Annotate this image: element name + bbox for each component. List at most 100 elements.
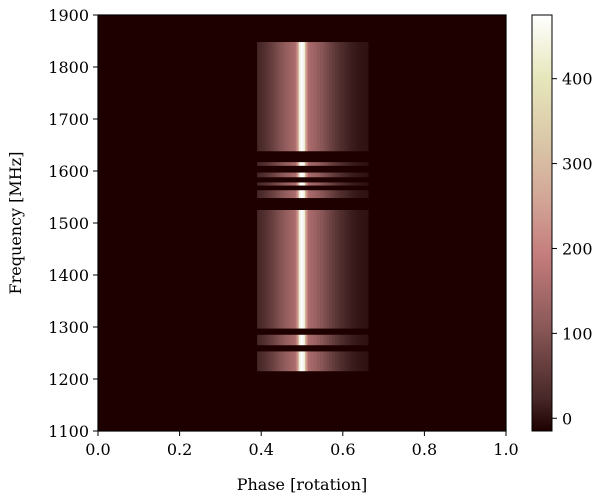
heatmap-cell (308, 162, 310, 166)
heatmap-cell (330, 182, 333, 186)
heatmap-cell (330, 351, 333, 372)
heatmap-cell (336, 172, 339, 178)
heatmap-cell (273, 190, 276, 199)
heatmap-cell (359, 172, 361, 178)
heatmap-cell (300, 351, 303, 372)
x-tick-label: 1.0 (493, 440, 518, 459)
heatmap-cell (270, 42, 273, 152)
heatmap-cell (356, 334, 358, 346)
heatmap-cell (350, 190, 352, 199)
heatmap-cell (299, 351, 301, 372)
heatmap-cell (315, 334, 318, 346)
heatmap-cell (342, 334, 345, 346)
heatmap-cell (278, 182, 280, 186)
heatmap-cell (258, 42, 261, 152)
heatmap-cell (366, 182, 369, 186)
heatmap-cell (341, 351, 343, 372)
heatmap-cell (321, 182, 324, 186)
heatmap-cell (326, 351, 328, 372)
heatmap-cell (273, 42, 276, 152)
heatmap-cell (357, 162, 360, 166)
heatmap-cell (359, 334, 361, 346)
heatmap-cell (336, 42, 339, 152)
heatmap-cell (270, 172, 273, 178)
heatmap-cell (333, 172, 336, 178)
heatmap-cell (299, 172, 301, 178)
heatmap-cell (320, 334, 322, 346)
heatmap-cell (303, 334, 306, 346)
heatmap-cell (354, 172, 357, 178)
y-tick-label: 1300 (48, 318, 89, 337)
heatmap-cell (297, 210, 300, 329)
heatmap-cell (299, 162, 301, 166)
heatmap-cell (267, 334, 270, 346)
heatmap-cell (273, 162, 276, 166)
heatmap-cell (284, 42, 286, 152)
heatmap-cell (309, 42, 312, 152)
y-tick-label: 1400 (48, 266, 89, 285)
heatmap-cell (327, 182, 330, 186)
heatmap-cell (327, 42, 330, 152)
colorbar-ticks: 0 100 200 300 400 (552, 70, 593, 428)
heatmap-cell (314, 172, 316, 178)
heatmap-cell (311, 190, 313, 199)
heatmap-cell (362, 182, 364, 186)
heatmap-cell (362, 351, 364, 372)
heatmap-cell (335, 162, 337, 166)
heatmap-cell (360, 42, 363, 152)
heatmap-cell (258, 172, 261, 178)
heatmap-cell (257, 190, 259, 199)
heatmap-cell (353, 334, 355, 346)
heatmap-cell (351, 334, 354, 346)
heatmap-cell (294, 182, 297, 186)
heatmap-cell (366, 351, 369, 372)
heatmap-cell (258, 162, 261, 166)
heatmap-cell (315, 210, 318, 329)
heatmap-cell (339, 334, 342, 346)
heatmap-cell (296, 42, 298, 152)
heatmap-cell (260, 190, 262, 199)
heatmap-cell (333, 162, 336, 166)
heatmap-cell (282, 182, 285, 186)
heatmap-cell (312, 172, 315, 178)
heatmap-cell (336, 334, 339, 346)
heatmap-cell (324, 351, 327, 372)
heatmap-cell (288, 210, 291, 329)
heatmap-cell (356, 162, 358, 166)
heatmap-cell (329, 182, 331, 186)
heatmap-cell (306, 42, 309, 152)
heatmap-cell (306, 182, 309, 186)
heatmap-cell (291, 334, 294, 346)
y-tick-label: 1800 (48, 58, 89, 77)
heatmap-cell (287, 42, 289, 152)
heatmap-cell (279, 42, 282, 152)
heatmap-cell (314, 162, 316, 166)
heatmap-cell (308, 351, 310, 372)
heatmap-cell (348, 210, 351, 329)
heatmap-cell (362, 334, 364, 346)
heatmap-cell (269, 182, 271, 186)
heatmap-cell (338, 162, 340, 166)
heatmap-cell (285, 172, 288, 178)
heatmap-cell (339, 42, 342, 152)
heatmap-cell (314, 42, 316, 152)
heatmap-cell (353, 210, 355, 329)
heatmap-cell (306, 351, 309, 372)
heatmap-cell (345, 210, 348, 329)
heatmap-cell (323, 351, 325, 372)
heatmap-cell (272, 190, 274, 199)
heatmap-cell (333, 351, 336, 372)
heatmap-cell (342, 210, 345, 329)
heatmap-cell (287, 190, 289, 199)
colorbar-tick-label: 200 (562, 239, 593, 258)
heatmap-cell (327, 190, 330, 199)
heatmap-cell (317, 334, 319, 346)
heatmap-cell (323, 162, 325, 166)
heatmap-cell (269, 172, 271, 178)
heatmap-cell (335, 42, 337, 152)
heatmap-cell (275, 190, 277, 199)
heatmap-cell (336, 210, 339, 329)
y-tick-label: 1700 (48, 110, 89, 129)
heatmap-cell (335, 182, 337, 186)
heatmap-cell (344, 162, 346, 166)
